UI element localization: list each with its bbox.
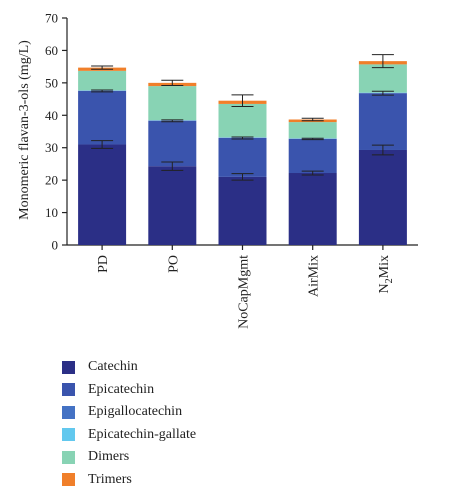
legend-item: Epicatechin-gallate xyxy=(62,424,196,447)
bar-segment xyxy=(218,176,267,245)
y-axis-label: Monomeric flavan-3-ols (mg/L) xyxy=(17,40,32,220)
x-tick-labels: PD PO NoCapMgmt AirMix N2Mix xyxy=(96,255,395,329)
legend-label: Epicatechin-gallate xyxy=(88,426,197,442)
x-tick-label: PO xyxy=(166,255,181,273)
x-tick-label: NoCapMgmt xyxy=(237,255,252,329)
legend-label: Epicatechin xyxy=(88,381,155,397)
bar-segment xyxy=(78,90,127,145)
bar-segment xyxy=(288,173,337,245)
bar-segment xyxy=(218,137,267,177)
legend-label: Trimers xyxy=(88,471,132,487)
x-tick-label: AirMix xyxy=(307,255,322,297)
legend-swatch xyxy=(62,450,75,464)
legend: Catechin Epicatechin Epigallocatechin Epica… xyxy=(62,356,196,491)
legend-item: Trimers xyxy=(62,469,196,492)
legend-swatch xyxy=(62,428,75,442)
y-tick-label: 20 xyxy=(45,173,58,188)
y-tick-label: 0 xyxy=(52,238,59,253)
bar-segment xyxy=(288,122,337,139)
bars xyxy=(78,61,407,245)
legend-swatch xyxy=(62,473,75,487)
legend-item: Epigallocatechin xyxy=(62,401,196,424)
y-tick-label: 40 xyxy=(45,108,58,123)
y-tick-label: 60 xyxy=(45,43,58,58)
legend-item: Dimers xyxy=(62,446,196,469)
stacked-bar-chart: 0 10 20 30 40 50 60 70 PD PO NoCapMgmt AirMix N2Mix… xyxy=(17,11,418,329)
legend-swatch xyxy=(62,383,75,397)
x-tick-label: PD xyxy=(96,255,111,273)
y-tick-label: 10 xyxy=(45,205,58,220)
bar-segment xyxy=(358,93,407,150)
bar-segment xyxy=(218,103,267,138)
legend-item: Epicatechin xyxy=(62,379,196,402)
legend-item: Catechin xyxy=(62,356,196,379)
legend-label: Dimers xyxy=(88,449,130,465)
bar-segment xyxy=(358,149,407,245)
bar-segment xyxy=(148,120,197,167)
y-tick-label: 30 xyxy=(45,140,58,155)
y-tick-label: 50 xyxy=(45,75,58,90)
bar-segment xyxy=(358,64,407,93)
legend-swatch xyxy=(62,405,75,419)
bar-segment xyxy=(288,138,337,174)
legend-label: Epigallocatechin xyxy=(88,404,183,420)
bar-segment xyxy=(148,166,197,245)
y-tick-label: 70 xyxy=(45,11,58,26)
bar-segment xyxy=(78,70,127,91)
error-bars xyxy=(91,54,394,181)
x-tick-label: N2Mix xyxy=(377,255,395,293)
legend-swatch xyxy=(62,360,75,374)
bar-segment xyxy=(148,86,197,121)
bar-segment xyxy=(78,144,127,245)
legend-label: Catechin xyxy=(88,359,138,375)
